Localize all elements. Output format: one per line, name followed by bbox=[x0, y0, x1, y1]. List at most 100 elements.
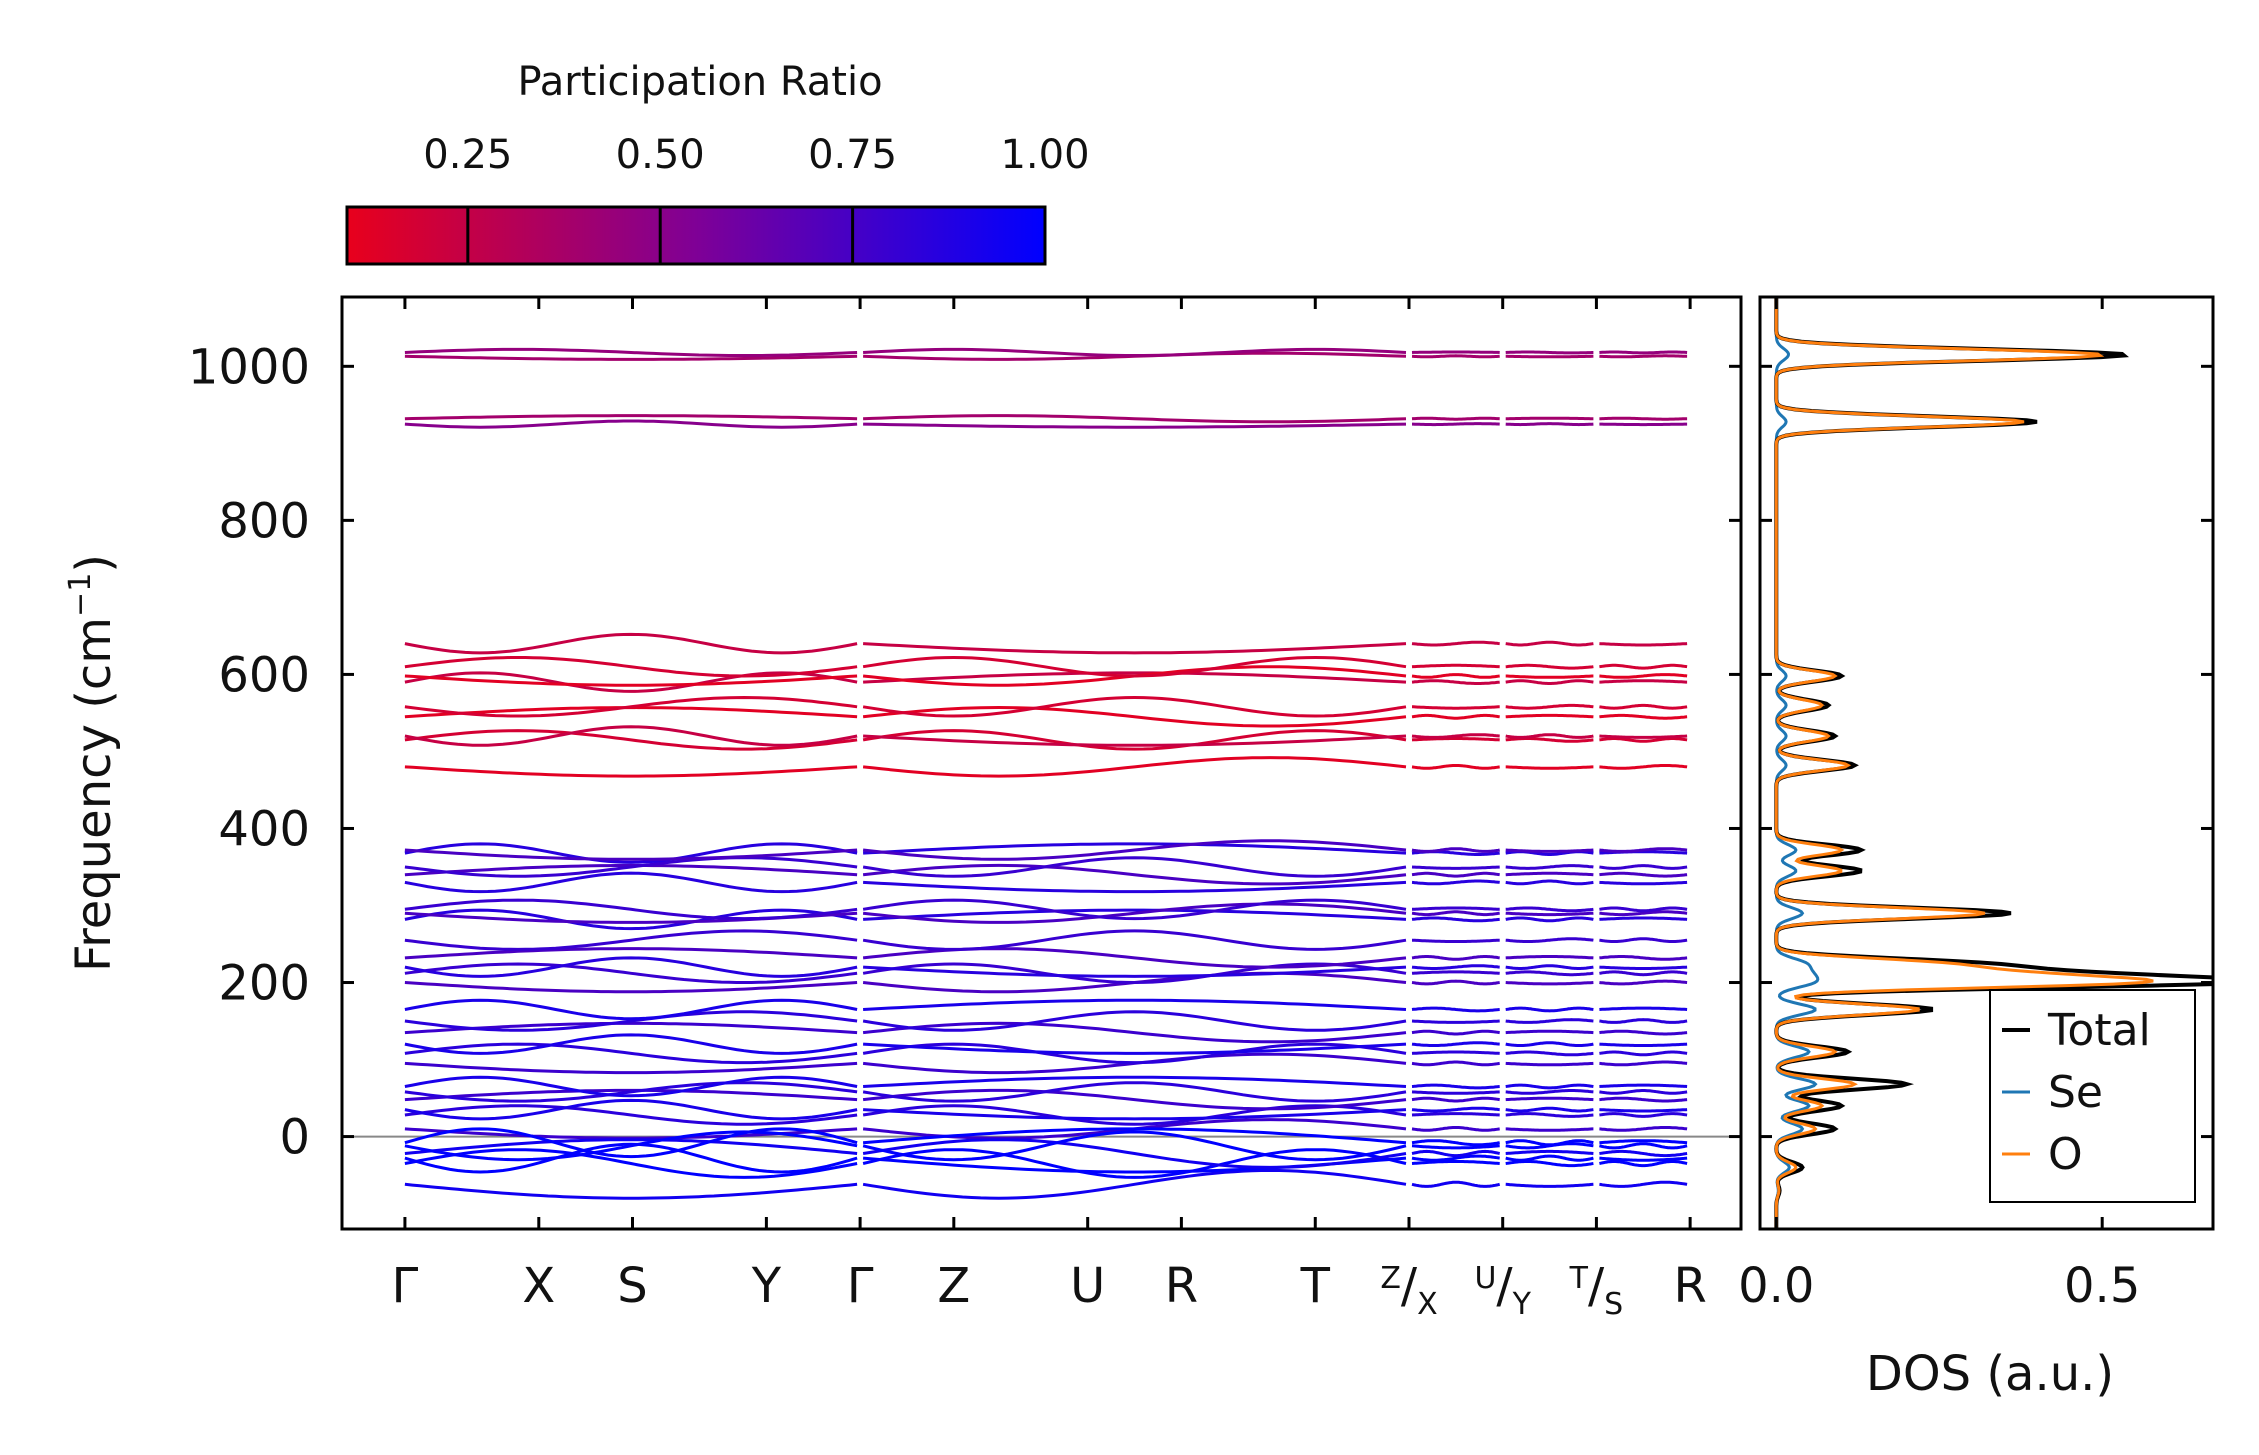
band-line-mid bbox=[1505, 737, 1594, 743]
band-line-imaginary bbox=[862, 1130, 1407, 1162]
band-line-low-upper bbox=[404, 863, 858, 877]
band-line-low-upper bbox=[1411, 879, 1500, 886]
band-line-low-upper bbox=[1411, 955, 1500, 961]
band-line-low-upper bbox=[1412, 938, 1500, 943]
band-line-high bbox=[863, 414, 1407, 424]
band-line-high bbox=[863, 347, 1407, 357]
band-line-mid bbox=[1505, 674, 1594, 679]
band-line-low bbox=[1505, 1006, 1594, 1013]
band-line-low bbox=[862, 1021, 1407, 1044]
band-line-mid bbox=[404, 729, 858, 751]
kpoint-label-slash: / bbox=[1588, 1258, 1605, 1314]
band-line-high bbox=[1411, 416, 1500, 421]
band-line-imaginary bbox=[404, 1182, 858, 1200]
band-line-low-upper bbox=[1505, 937, 1594, 943]
band-line-mid bbox=[1505, 663, 1594, 670]
band-line-imaginary bbox=[1599, 1159, 1688, 1168]
band-line-low-upper bbox=[1505, 955, 1594, 960]
band-line-low-upper bbox=[1505, 848, 1594, 853]
band-line-imaginary bbox=[1411, 1139, 1500, 1147]
band-line-low bbox=[1505, 1106, 1594, 1113]
band-line-low-upper bbox=[1599, 955, 1688, 961]
band-line-mid bbox=[1599, 713, 1688, 720]
band-line-low-upper bbox=[862, 863, 1407, 886]
band-line-high bbox=[1411, 354, 1500, 359]
kpoint-label-sup: U bbox=[1474, 1261, 1496, 1296]
band-line-low-upper bbox=[404, 842, 858, 864]
band-line-low-upper bbox=[1411, 964, 1500, 970]
band-line-imaginary bbox=[1599, 1139, 1688, 1145]
band-line-low bbox=[863, 1075, 1407, 1088]
band-line-low bbox=[1411, 1126, 1500, 1132]
band-line-high bbox=[1505, 350, 1594, 355]
band-line-imaginary bbox=[404, 1130, 858, 1162]
band-line-low bbox=[1599, 1050, 1688, 1057]
band-line-mid bbox=[1411, 663, 1500, 669]
band-line-low bbox=[404, 1042, 858, 1065]
band-line-high bbox=[1599, 350, 1688, 355]
band-line-low bbox=[1505, 1083, 1594, 1090]
band-line-low bbox=[1411, 1112, 1500, 1117]
band-line-mid bbox=[404, 695, 858, 718]
band-line-low-upper bbox=[1412, 906, 1500, 911]
band-line-low bbox=[1411, 1019, 1500, 1024]
band-line-high bbox=[863, 422, 1407, 429]
band-line-mid bbox=[1505, 640, 1594, 647]
band-line-low-upper bbox=[1505, 879, 1594, 886]
band-line-low-upper bbox=[404, 981, 858, 994]
band-line-low-upper bbox=[1505, 964, 1594, 970]
band-line-mid bbox=[862, 756, 1407, 778]
colorbar: Participation Ratio 0.25 0.50 0.75 1.00 bbox=[345, 59, 1090, 266]
band-line-low-upper bbox=[1505, 916, 1594, 923]
band-line-low bbox=[1505, 1096, 1594, 1102]
band-line-low bbox=[1411, 1096, 1500, 1103]
band-x-axis: Γ X S Y Γ Z U R T Z/XU/YT/S R bbox=[392, 297, 1707, 1322]
band-line-mid bbox=[1599, 734, 1688, 739]
kpoint-label: U bbox=[1070, 1258, 1105, 1314]
band-line-imaginary bbox=[1599, 1149, 1688, 1158]
band-line-mid bbox=[1411, 713, 1500, 720]
band-line-low bbox=[1505, 1018, 1594, 1024]
band-line-low bbox=[863, 1108, 1407, 1121]
band-line-low bbox=[1411, 1083, 1500, 1090]
band-line-imaginary bbox=[1505, 1154, 1594, 1162]
band-line-low bbox=[1505, 1061, 1594, 1067]
kpoint-label: Z bbox=[937, 1258, 970, 1314]
band-line-imaginary bbox=[1411, 1180, 1501, 1188]
band-plot-frame bbox=[340, 295, 1743, 1231]
band-line-high bbox=[1505, 354, 1594, 359]
band-line-low bbox=[1411, 1006, 1500, 1013]
y-tick-label: 1000 bbox=[188, 339, 310, 395]
band-line-low-upper bbox=[404, 962, 858, 984]
band-line-imaginary bbox=[1599, 1156, 1688, 1162]
band-line-mid bbox=[1599, 663, 1688, 670]
band-line-low bbox=[1599, 1126, 1688, 1132]
colorbar-tick-label: 0.50 bbox=[616, 132, 705, 178]
band-line-low-upper bbox=[1599, 965, 1688, 970]
colorbar-tick-label: 1.00 bbox=[1000, 132, 1089, 178]
band-line-low-upper bbox=[1599, 906, 1688, 913]
band-line-mid bbox=[863, 671, 1407, 684]
band-line-mid bbox=[1411, 737, 1500, 742]
kpoint-label-composite: T/S bbox=[1569, 1258, 1624, 1322]
band-line-mid bbox=[1411, 764, 1500, 770]
band-line-mid bbox=[862, 695, 1407, 718]
band-line-mid bbox=[1505, 713, 1594, 719]
band-lines bbox=[404, 347, 1688, 1200]
band-line-low bbox=[1599, 1029, 1688, 1036]
band-line-low bbox=[404, 1098, 858, 1121]
band-line-mid bbox=[1599, 642, 1688, 647]
band-line-mid bbox=[1412, 705, 1500, 710]
band-line-imaginary bbox=[862, 1169, 1407, 1200]
band-line-low-upper bbox=[1505, 911, 1594, 917]
band-line-low bbox=[862, 1088, 1407, 1111]
band-line-low bbox=[1505, 1112, 1594, 1118]
y-tick-label: 0 bbox=[279, 1110, 310, 1166]
dos-x-tick-label: 0.5 bbox=[2064, 1258, 2140, 1314]
kpoint-label: T bbox=[1300, 1258, 1331, 1314]
band-line-mid bbox=[1599, 673, 1688, 679]
band-line-mid bbox=[1411, 640, 1500, 647]
band-line-low-upper bbox=[1505, 864, 1594, 870]
band-line-low-upper bbox=[404, 908, 858, 931]
